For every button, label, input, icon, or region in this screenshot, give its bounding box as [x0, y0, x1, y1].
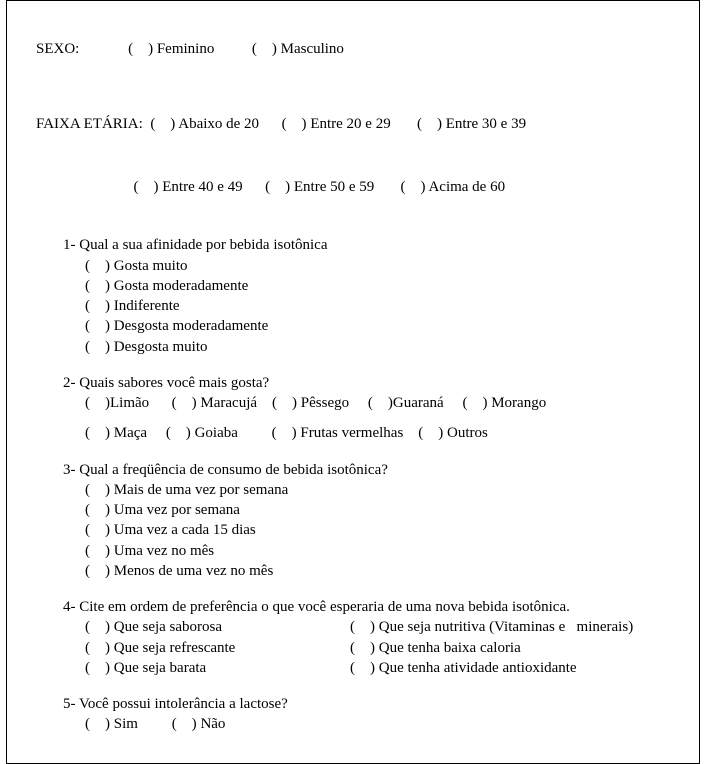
q3-opt[interactable]: ( ) Uma vez por semana — [63, 500, 687, 520]
q3-text: 3- Qual a freqüência de consumo de bebid… — [63, 460, 687, 480]
q2-opt[interactable]: ( ) Morango — [462, 395, 546, 411]
sexo-row: SEXO: ( ) Feminino ( ) Masculino — [21, 19, 687, 80]
q4-opt[interactable]: ( ) Que seja saborosa — [85, 617, 350, 637]
q1-opt[interactable]: ( ) Desgosta muito — [63, 337, 687, 357]
q4-pair: ( ) Que seja refrescante ( ) Que tenha b… — [63, 638, 687, 658]
faixa-opt[interactable]: ( ) Entre 30 e 39 — [417, 116, 526, 132]
q2-row-2: ( ) Maça ( ) Goiaba ( ) Frutas vermelhas… — [63, 423, 687, 443]
q3-opt[interactable]: ( ) Menos de uma vez no mês — [63, 561, 687, 581]
q2-opt[interactable]: ( ) Outros — [418, 425, 488, 441]
faixa-opt[interactable]: ( ) Acima de 60 — [401, 179, 506, 195]
faixa-row-1: FAIXA ETÁRIA: ( ) Abaixo de 20 ( ) Entre… — [21, 94, 687, 155]
q4-text: 4- Cite em ordem de preferência o que vo… — [63, 597, 687, 617]
faixa-opt[interactable]: ( ) Entre 40 e 49 — [134, 179, 243, 195]
q4-opt[interactable]: ( ) Que tenha baixa caloria — [350, 638, 521, 658]
q1-opt[interactable]: ( ) Desgosta moderadamente — [63, 316, 687, 336]
q4-opt[interactable]: ( ) Que tenha atividade antioxidante — [350, 658, 577, 678]
q4-opt[interactable]: ( ) Que seja refrescante — [85, 638, 350, 658]
sexo-label: SEXO: — [36, 41, 79, 57]
q1-opt[interactable]: ( ) Indiferente — [63, 296, 687, 316]
q2-text: 2- Quais sabores você mais gosta? — [63, 373, 687, 393]
q2-opt[interactable]: ( )Guaraná — [368, 395, 444, 411]
q5-opt[interactable]: ( ) Sim — [85, 716, 138, 732]
sexo-opt-masculino[interactable]: ( ) Masculino — [252, 41, 344, 57]
faixa-label: FAIXA ETÁRIA: — [36, 116, 143, 132]
q3-opt[interactable]: ( ) Uma vez a cada 15 dias — [63, 520, 687, 540]
q5-opts: ( ) Sim ( ) Não — [63, 714, 687, 734]
faixa-opt[interactable]: ( ) Entre 20 e 29 — [282, 116, 391, 132]
q5-text: 5- Você possui intolerância a lactose? — [63, 694, 687, 714]
question-5: 5- Você possui intolerância a lactose? (… — [63, 694, 687, 735]
q2-row-1: ( )Limão ( ) Maracujá ( ) Pêssego ( )Gua… — [63, 393, 687, 413]
q4-pair: ( ) Que seja barata ( ) Que tenha ativid… — [63, 658, 687, 678]
q1-opt[interactable]: ( ) Gosta moderadamente — [63, 276, 687, 296]
q2-opt[interactable]: ( ) Goiaba — [166, 425, 238, 441]
questionnaire-page: SEXO: ( ) Feminino ( ) Masculino FAIXA E… — [6, 0, 700, 764]
question-1: 1- Qual a sua afinidade por bebida isotô… — [63, 235, 687, 357]
question-2: 2- Quais sabores você mais gosta? ( )Lim… — [63, 373, 687, 444]
q1-text: 1- Qual a sua afinidade por bebida isotô… — [63, 235, 687, 255]
sexo-opt-feminino[interactable]: ( ) Feminino — [128, 41, 214, 57]
q3-opt[interactable]: ( ) Mais de uma vez por semana — [63, 480, 687, 500]
faixa-row-2: ( ) Entre 40 e 49 ( ) Entre 50 e 59 ( ) … — [21, 157, 687, 218]
faixa-opt[interactable]: ( ) Entre 50 e 59 — [265, 179, 374, 195]
question-3: 3- Qual a freqüência de consumo de bebid… — [63, 460, 687, 582]
q3-opt[interactable]: ( ) Uma vez no mês — [63, 541, 687, 561]
q2-opt[interactable]: ( ) Maça — [85, 425, 147, 441]
q2-opt[interactable]: ( ) Frutas vermelhas — [272, 425, 404, 441]
question-4: 4- Cite em ordem de preferência o que vo… — [63, 597, 687, 678]
q2-opt[interactable]: ( ) Maracujá — [172, 395, 257, 411]
q1-opt[interactable]: ( ) Gosta muito — [63, 256, 687, 276]
q2-opt[interactable]: ( ) Pêssego — [272, 395, 349, 411]
q4-pair: ( ) Que seja saborosa ( ) Que seja nutri… — [63, 617, 687, 637]
q4-opt[interactable]: ( ) Que seja nutritiva (Vitaminas e mine… — [350, 617, 633, 637]
faixa-opt[interactable]: ( ) Abaixo de 20 — [150, 116, 259, 132]
q4-opt[interactable]: ( ) Que seja barata — [85, 658, 350, 678]
spacer — [79, 41, 128, 57]
q2-opt[interactable]: ( )Limão — [85, 395, 149, 411]
spacer — [214, 41, 252, 57]
q5-opt[interactable]: ( ) Não — [172, 716, 226, 732]
